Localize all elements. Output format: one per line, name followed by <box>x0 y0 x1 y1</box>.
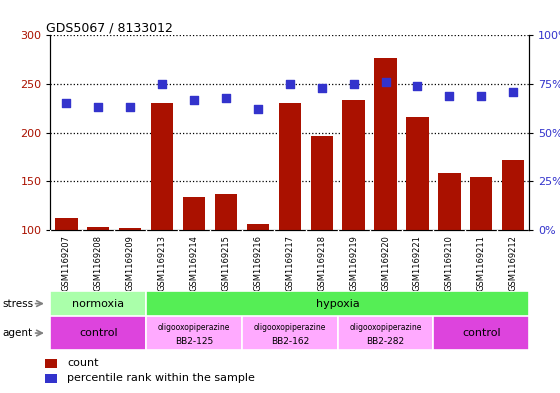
Point <box>189 96 198 103</box>
Bar <box>343 99 365 230</box>
Bar <box>87 227 109 230</box>
Bar <box>338 316 433 350</box>
Text: BB2-282: BB2-282 <box>366 337 405 346</box>
Text: oligooxopiperazine: oligooxopiperazine <box>158 323 230 332</box>
Text: GSM1169221: GSM1169221 <box>413 235 422 291</box>
Text: oligooxopiperazine: oligooxopiperazine <box>254 323 326 332</box>
Point <box>381 79 390 85</box>
Text: agent: agent <box>3 328 33 338</box>
Text: count: count <box>67 358 99 368</box>
Point <box>477 92 486 99</box>
Bar <box>247 224 269 230</box>
Text: oligooxopiperazine: oligooxopiperazine <box>349 323 422 332</box>
Text: GSM1169220: GSM1169220 <box>381 235 390 291</box>
Text: percentile rank within the sample: percentile rank within the sample <box>67 373 255 384</box>
Text: control: control <box>79 328 118 338</box>
Text: hypoxia: hypoxia <box>316 299 360 309</box>
Bar <box>215 194 237 230</box>
Bar <box>242 316 338 350</box>
Bar <box>502 160 524 230</box>
Point <box>158 81 167 87</box>
Bar <box>438 173 460 230</box>
Text: GSM1169214: GSM1169214 <box>189 235 199 291</box>
Bar <box>45 374 57 383</box>
Text: GSM1169210: GSM1169210 <box>445 235 454 291</box>
Bar <box>151 103 173 230</box>
Text: GDS5067 / 8133012: GDS5067 / 8133012 <box>45 21 172 34</box>
Bar <box>433 316 529 350</box>
Point <box>445 92 454 99</box>
Bar <box>146 291 529 316</box>
Bar <box>183 197 205 230</box>
Point <box>285 81 295 87</box>
Bar <box>375 58 396 230</box>
Bar <box>146 316 242 350</box>
Text: GSM1169218: GSM1169218 <box>317 235 326 291</box>
Bar <box>407 117 428 230</box>
Bar <box>45 359 57 368</box>
Text: GSM1169217: GSM1169217 <box>285 235 295 291</box>
Text: GSM1169209: GSM1169209 <box>125 235 135 291</box>
Text: BB2-162: BB2-162 <box>270 337 309 346</box>
Point <box>62 100 71 107</box>
Bar <box>50 291 146 316</box>
Bar <box>470 177 492 230</box>
Text: GSM1169219: GSM1169219 <box>349 235 358 291</box>
Point <box>253 106 262 112</box>
Text: BB2-125: BB2-125 <box>175 337 213 346</box>
Bar <box>55 218 77 230</box>
Bar <box>50 316 146 350</box>
Point <box>317 85 326 91</box>
Bar <box>119 228 141 230</box>
Bar <box>311 136 333 230</box>
Text: GSM1169212: GSM1169212 <box>508 235 518 291</box>
Text: normoxia: normoxia <box>72 299 124 309</box>
Text: GSM1169213: GSM1169213 <box>157 235 167 291</box>
Point <box>125 104 134 110</box>
Text: control: control <box>462 328 501 338</box>
Point <box>94 104 103 110</box>
Text: GSM1169211: GSM1169211 <box>477 235 486 291</box>
Text: GSM1169207: GSM1169207 <box>62 235 71 291</box>
Text: GSM1169215: GSM1169215 <box>221 235 231 291</box>
Point <box>221 94 231 101</box>
Point <box>413 83 422 89</box>
Text: GSM1169208: GSM1169208 <box>94 235 103 291</box>
Bar <box>279 103 301 230</box>
Text: GSM1169216: GSM1169216 <box>253 235 263 291</box>
Text: stress: stress <box>3 299 34 309</box>
Point <box>508 89 517 95</box>
Point <box>349 81 358 87</box>
